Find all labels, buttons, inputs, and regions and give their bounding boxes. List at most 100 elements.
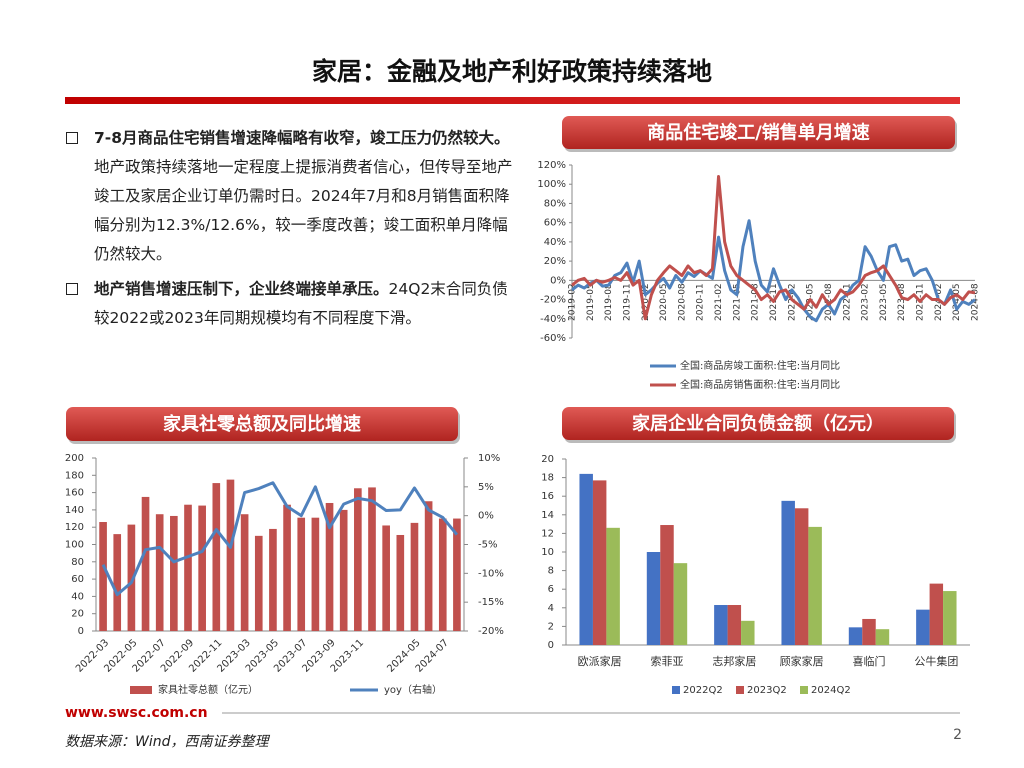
bar bbox=[741, 620, 755, 645]
bar bbox=[438, 518, 447, 631]
y-tick-label: 6 bbox=[548, 584, 554, 595]
y-tick-label: 200 bbox=[65, 453, 84, 464]
bar bbox=[184, 504, 192, 631]
bar bbox=[916, 609, 930, 645]
bar bbox=[297, 517, 306, 631]
y-tick-label: 160 bbox=[65, 488, 84, 499]
bar bbox=[155, 514, 164, 631]
y-tick-label: 40% bbox=[544, 237, 566, 248]
bullet-text: 地产政策持续落地一定程度上提振消费者信心，但传导至地产竣工及家居企业订单仍需时日… bbox=[94, 158, 513, 263]
y-tick-label: 140 bbox=[65, 505, 84, 516]
legend-label: 2024Q2 bbox=[811, 685, 851, 696]
y-tick-label: 60 bbox=[71, 574, 84, 585]
bar bbox=[325, 502, 334, 631]
y-tick-label: 20 bbox=[541, 454, 554, 465]
legend-label: yoy（右轴） bbox=[384, 683, 442, 696]
legend-swatch bbox=[736, 686, 744, 694]
y-tick-label: 20 bbox=[71, 609, 84, 620]
bar bbox=[929, 583, 944, 645]
y-tick-label: 180 bbox=[65, 470, 84, 481]
x-tick-label: 2022-08 bbox=[824, 283, 834, 321]
y-tick-label: 0% bbox=[478, 511, 494, 522]
y-tick-label: 100% bbox=[537, 179, 566, 190]
series-line bbox=[571, 175, 976, 321]
x-tick-label: 2021-02 bbox=[714, 283, 724, 321]
y-tick-label: 18 bbox=[541, 473, 554, 484]
x-tick-label: 2019-02 bbox=[568, 283, 578, 321]
x-tick-label: 2024-05 bbox=[952, 283, 962, 321]
title-bar bbox=[65, 97, 960, 104]
bullet-text: 24Q2末合同负债较2022或2023年同期规模均有不同程度下滑。 bbox=[94, 280, 508, 327]
y-tick-label: 16 bbox=[541, 491, 554, 502]
bar bbox=[848, 627, 863, 645]
panel-title: 家具社零总额及同比增速 bbox=[163, 413, 361, 435]
site: www.swsc.com.cn bbox=[65, 705, 208, 721]
bar bbox=[198, 505, 206, 631]
bullet-bold: 7-8月商品住宅销售增速降幅略有收窄，竣工压力仍然较大。 bbox=[94, 129, 510, 147]
x-tick-label: 2022-02 bbox=[787, 283, 797, 321]
y-tick-label: 10% bbox=[478, 453, 500, 464]
bar bbox=[592, 480, 607, 645]
y-tick-label: 0% bbox=[550, 275, 566, 286]
bar bbox=[113, 534, 122, 631]
x-tick-label: 2023-05 bbox=[879, 283, 889, 321]
x-tick-label: 公牛集团 bbox=[914, 654, 958, 668]
y-tick-label: 120 bbox=[65, 522, 84, 533]
bullet: 7-8月商品住宅销售增速降幅略有收窄，竣工压力仍然较大。地产政策持续落地一定程度… bbox=[64, 124, 514, 269]
bar bbox=[673, 563, 688, 645]
x-tick-label: 志邦家居 bbox=[712, 654, 756, 668]
bar bbox=[808, 526, 822, 645]
bar bbox=[410, 522, 419, 631]
x-tick-label: 2024-02 bbox=[934, 283, 944, 321]
x-tick-label: 2019-08 bbox=[604, 283, 614, 321]
bar bbox=[660, 525, 674, 645]
x-tick-label: 2024-08 bbox=[971, 283, 981, 321]
x-tick-label: 欧派家居 bbox=[578, 654, 622, 668]
y-tick-label: -5% bbox=[478, 540, 497, 551]
y-tick-label: 100 bbox=[65, 540, 84, 551]
y-tick-label: 14 bbox=[541, 510, 554, 521]
y-tick-label: 0 bbox=[78, 626, 84, 637]
legend-label: 2023Q2 bbox=[747, 685, 787, 696]
y-tick-label: 80 bbox=[71, 557, 84, 568]
x-tick-label: 喜临门 bbox=[853, 654, 886, 668]
y-tick-label: 40 bbox=[71, 591, 84, 602]
x-tick-label: 2021-05 bbox=[732, 283, 742, 321]
panel-header bbox=[66, 407, 458, 441]
y-tick-label: 4 bbox=[548, 603, 554, 614]
bar bbox=[368, 487, 376, 631]
y-tick-label: 120% bbox=[537, 160, 566, 171]
x-tick-label: 2020-11 bbox=[696, 283, 706, 321]
bar bbox=[727, 605, 742, 645]
panel-title: 家居企业合同负债金额（亿元） bbox=[632, 413, 884, 435]
bar bbox=[453, 518, 461, 631]
bar bbox=[354, 488, 362, 631]
panel-header bbox=[562, 407, 954, 440]
legend-swatch bbox=[130, 686, 152, 694]
bar bbox=[382, 525, 390, 631]
x-tick-label: 2022-11 bbox=[842, 283, 852, 321]
x-tick-label: 2019-11 bbox=[622, 283, 632, 321]
bar bbox=[424, 501, 433, 631]
bar bbox=[875, 629, 890, 645]
bar bbox=[396, 534, 405, 631]
bar bbox=[240, 514, 249, 631]
panel-title: 商品住宅竣工/销售单月增速 bbox=[647, 122, 870, 144]
y-tick-label: -40% bbox=[540, 314, 566, 325]
y-tick-label: 2 bbox=[548, 621, 554, 632]
x-tick-label: 2020-08 bbox=[677, 283, 687, 321]
y-tick-label: -20% bbox=[540, 295, 566, 306]
y-tick-label: 10 bbox=[541, 547, 554, 558]
bar bbox=[646, 552, 661, 645]
x-tick-label: 2019-05 bbox=[586, 283, 596, 321]
page-number: 2 bbox=[953, 727, 962, 743]
y-tick-label: 60% bbox=[544, 218, 566, 229]
bar bbox=[254, 535, 263, 631]
bullets: 7-8月商品住宅销售增速降幅略有收窄，竣工压力仍然较大。地产政策持续落地一定程度… bbox=[64, 124, 514, 339]
series-line bbox=[101, 481, 459, 597]
legend-label: 全国:商品房竣工面积:住宅:当月同比 bbox=[680, 359, 840, 372]
bullet-bold: 地产销售增速压制下，企业终端接单承压。 bbox=[94, 280, 389, 298]
slide-title: 家居：金融及地产利好政策持续落地 bbox=[312, 57, 712, 86]
